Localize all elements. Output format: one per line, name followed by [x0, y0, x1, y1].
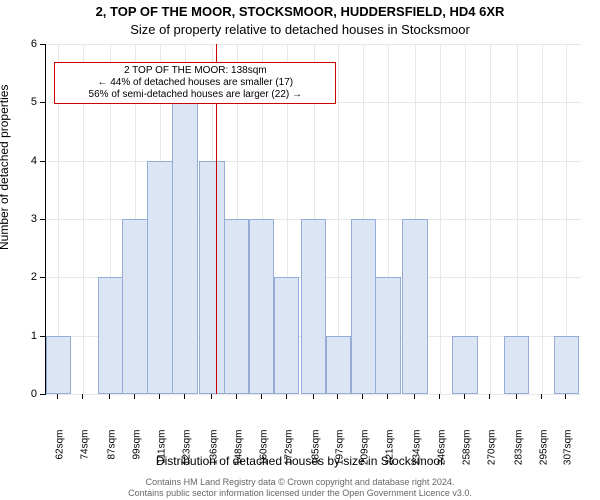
- xtick-label: 185sqm: [310, 430, 321, 480]
- histogram-bar: [351, 219, 376, 394]
- annotation-line1: 2 TOP OF THE MOOR: 138sqm: [59, 65, 331, 77]
- xtick-mark: [439, 394, 440, 399]
- histogram-bar: [46, 336, 71, 394]
- ytick-mark: [40, 394, 45, 395]
- xtick-label: 111sqm: [157, 430, 168, 480]
- histogram-bar: [249, 219, 274, 394]
- xtick-mark: [541, 394, 542, 399]
- annotation-line3: 56% of semi-detached houses are larger (…: [59, 89, 331, 101]
- xtick-mark: [286, 394, 287, 399]
- grid-line-v: [490, 44, 491, 394]
- histogram-bar: [224, 219, 249, 394]
- xtick-label: 74sqm: [80, 430, 91, 480]
- xtick-label: 295sqm: [538, 430, 549, 480]
- ytick-label: 0: [21, 388, 37, 400]
- plot-area: 2 TOP OF THE MOOR: 138sqm← 44% of detach…: [45, 44, 581, 395]
- ytick-mark: [40, 44, 45, 45]
- histogram-bar: [147, 161, 172, 394]
- ytick-label: 5: [21, 96, 37, 108]
- histogram-bar: [326, 336, 351, 394]
- xtick-label: 270sqm: [486, 430, 497, 480]
- xtick-label: 87sqm: [107, 430, 118, 480]
- grid-line-v: [542, 44, 543, 394]
- xtick-label: 258sqm: [461, 430, 472, 480]
- y-axis-label: Number of detached properties: [0, 85, 11, 250]
- xtick-mark: [489, 394, 490, 399]
- xtick-label: 148sqm: [233, 430, 244, 480]
- xtick-label: 123sqm: [181, 430, 192, 480]
- xtick-label: 136sqm: [208, 430, 219, 480]
- xtick-mark: [313, 394, 314, 399]
- histogram-bar: [402, 219, 427, 394]
- annotation-box: 2 TOP OF THE MOOR: 138sqm← 44% of detach…: [54, 62, 336, 104]
- chart-title-line2: Size of property relative to detached ho…: [0, 22, 600, 37]
- xtick-mark: [159, 394, 160, 399]
- xtick-mark: [261, 394, 262, 399]
- ytick-label: 3: [21, 213, 37, 225]
- xtick-label: 197sqm: [335, 430, 346, 480]
- ytick-label: 6: [21, 38, 37, 50]
- ytick-label: 2: [21, 271, 37, 283]
- xtick-label: 62sqm: [55, 430, 66, 480]
- xtick-label: 234sqm: [412, 430, 423, 480]
- xtick-mark: [57, 394, 58, 399]
- chart-title-line1: 2, TOP OF THE MOOR, STOCKSMOOR, HUDDERSF…: [0, 4, 600, 19]
- xtick-mark: [109, 394, 110, 399]
- xtick-label: 283sqm: [513, 430, 524, 480]
- xtick-mark: [362, 394, 363, 399]
- xtick-label: 221sqm: [385, 430, 396, 480]
- xtick-mark: [414, 394, 415, 399]
- xtick-mark: [565, 394, 566, 399]
- histogram-bar: [122, 219, 147, 394]
- xtick-mark: [387, 394, 388, 399]
- histogram-bar: [274, 277, 299, 394]
- ytick-mark: [40, 161, 45, 162]
- xtick-mark: [337, 394, 338, 399]
- ytick-mark: [40, 219, 45, 220]
- histogram-bar: [301, 219, 326, 394]
- xtick-mark: [82, 394, 83, 399]
- footer-line2: Contains public sector information licen…: [0, 488, 600, 498]
- ytick-mark: [40, 102, 45, 103]
- xtick-label: 246sqm: [436, 430, 447, 480]
- chart-container: { "chart": { "type": "histogram", "title…: [0, 0, 600, 500]
- xtick-label: 172sqm: [283, 430, 294, 480]
- annotation-line2: ← 44% of detached houses are smaller (17…: [59, 77, 331, 89]
- ytick-mark: [40, 336, 45, 337]
- histogram-bar: [452, 336, 477, 394]
- grid-line-v: [440, 44, 441, 394]
- histogram-bar: [172, 102, 197, 394]
- xtick-label: 160sqm: [258, 430, 269, 480]
- histogram-bar: [554, 336, 579, 394]
- xtick-mark: [516, 394, 517, 399]
- xtick-label: 99sqm: [132, 430, 143, 480]
- xtick-mark: [236, 394, 237, 399]
- xtick-mark: [134, 394, 135, 399]
- histogram-bar: [504, 336, 529, 394]
- histogram-bar: [199, 161, 224, 394]
- histogram-bar: [375, 277, 400, 394]
- histogram-bar: [98, 277, 123, 394]
- xtick-label: 307sqm: [563, 430, 574, 480]
- ytick-mark: [40, 277, 45, 278]
- xtick-mark: [464, 394, 465, 399]
- xtick-mark: [184, 394, 185, 399]
- xtick-label: 209sqm: [360, 430, 371, 480]
- ytick-label: 4: [21, 155, 37, 167]
- ytick-label: 1: [21, 330, 37, 342]
- grid-line-h: [46, 394, 581, 395]
- xtick-mark: [211, 394, 212, 399]
- footer-attribution: Contains HM Land Registry data © Crown c…: [0, 477, 600, 498]
